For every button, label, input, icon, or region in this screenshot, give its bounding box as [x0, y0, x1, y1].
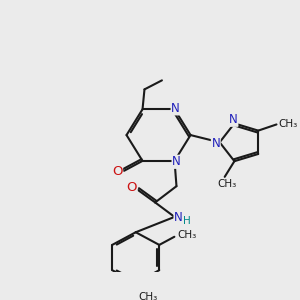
Text: N: N: [174, 211, 183, 224]
Text: N: N: [229, 113, 238, 126]
Text: N: N: [172, 155, 181, 168]
Text: CH₃: CH₃: [217, 179, 236, 189]
Text: H: H: [183, 216, 191, 226]
Text: O: O: [112, 165, 122, 178]
Text: CH₃: CH₃: [278, 119, 298, 129]
Text: CH₃: CH₃: [139, 292, 158, 300]
Text: O: O: [127, 182, 137, 194]
Text: CH₃: CH₃: [177, 230, 196, 240]
Text: N: N: [212, 137, 220, 150]
Text: N: N: [171, 102, 180, 115]
